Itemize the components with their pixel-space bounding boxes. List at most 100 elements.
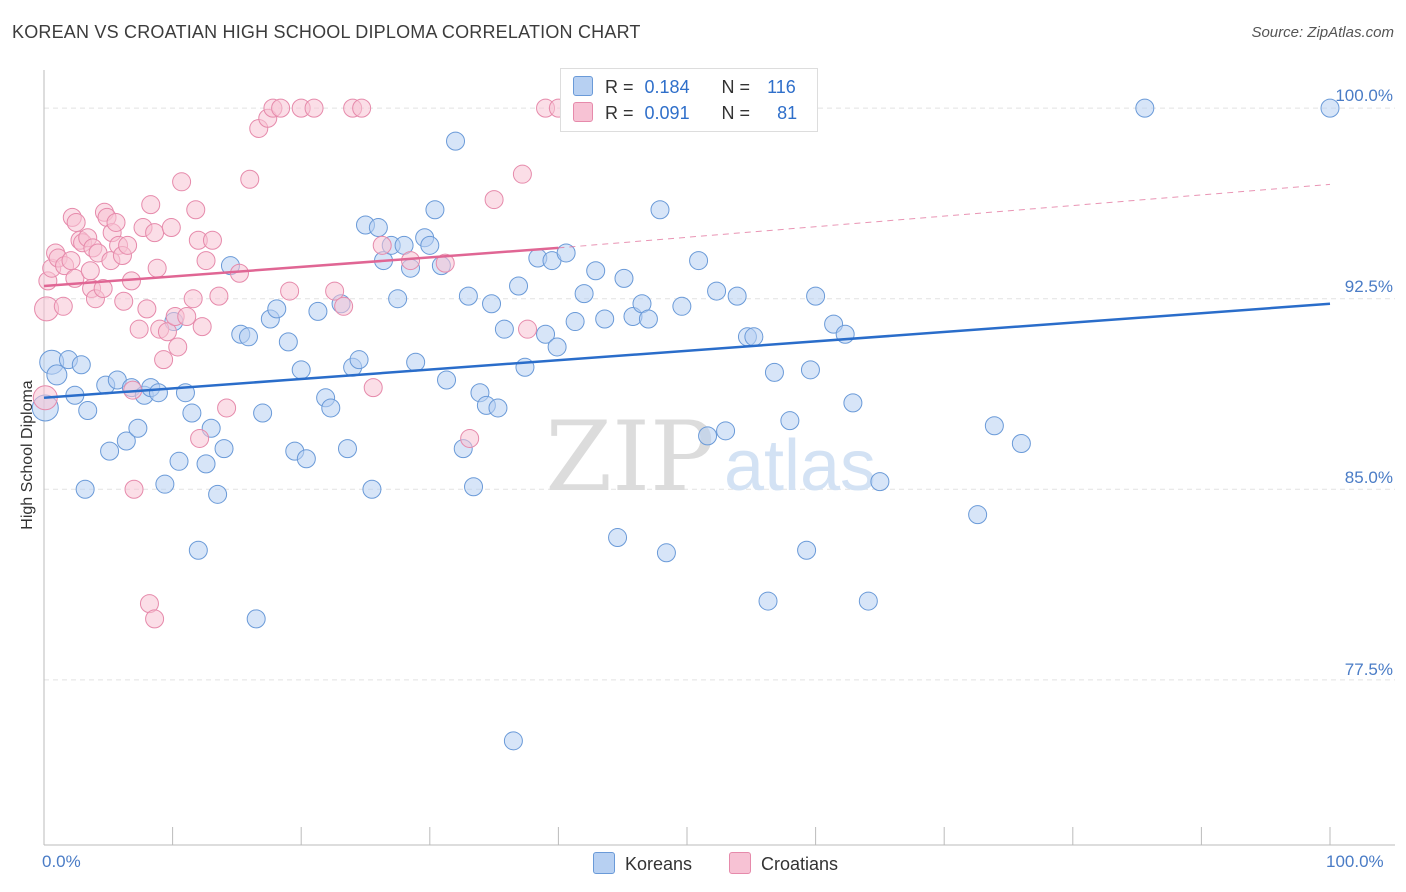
croatian-point-71: [460, 428, 480, 448]
croatian-point-15: [80, 261, 100, 281]
korean-trend-line: [43, 302, 1331, 400]
croatian-point-25: [106, 212, 126, 232]
y-axis-label: High School Diploma: [19, 380, 36, 530]
y-tick-label-100: 100.0%: [1335, 86, 1393, 105]
korean-point-58: [437, 370, 457, 390]
korean-point-37: [296, 449, 316, 469]
croatian-point-63: [325, 281, 345, 301]
croatian-point-52: [209, 286, 229, 306]
korean-point-26: [214, 439, 234, 459]
korean-point-107: [984, 416, 1004, 436]
korean-point-79: [595, 309, 615, 329]
croatian-point-34: [137, 299, 157, 319]
r-value-croatians: 0.091: [644, 103, 690, 123]
croatian-point-43: [168, 337, 188, 357]
korean-point-44: [349, 350, 369, 370]
korean-swatch: [573, 76, 593, 96]
legend-label-koreans: Koreans: [625, 854, 693, 874]
korean-point-23: [196, 454, 216, 474]
korean-point-104: [858, 591, 878, 611]
korean-point-96: [764, 362, 784, 382]
korean-point-84: [638, 309, 658, 329]
korean-point-2: [46, 364, 68, 386]
korean-point-100: [806, 286, 826, 306]
korean-point-56: [425, 200, 445, 220]
korean-point-11: [116, 431, 136, 451]
legend-item-koreans: Koreans: [593, 852, 692, 875]
korean-point-62: [464, 477, 484, 497]
korean-point-9: [100, 441, 120, 461]
korean-point-33: [267, 299, 287, 319]
croatian-legend-swatch: [729, 852, 751, 874]
y-tick-label-92-5: 92.5%: [1344, 277, 1393, 296]
croatian-point-53: [217, 398, 237, 418]
croatian-point-39: [154, 350, 174, 370]
croatian-point-51: [202, 230, 222, 250]
korean-point-6: [75, 479, 95, 499]
korean-point-22: [188, 540, 208, 560]
korean-point-65: [482, 294, 502, 314]
legend-item-croatians: Croatians: [729, 852, 838, 875]
croatian-point-49: [192, 317, 212, 337]
croatian-point-66: [352, 98, 372, 118]
korean-point-97: [780, 411, 800, 431]
r-value-koreans: 0.184: [644, 77, 690, 97]
korean-point-67: [494, 319, 514, 339]
croatian-point-64: [334, 296, 354, 316]
korean-point-16: [148, 383, 168, 403]
korean-point-103: [843, 393, 863, 413]
korean-point-87: [672, 296, 692, 316]
korean-point-108: [1011, 434, 1031, 454]
croatian-point-67: [363, 378, 383, 398]
croatian-point-59: [271, 98, 291, 118]
croatian-point-73: [512, 164, 532, 184]
korean-point-75: [556, 243, 576, 263]
n-label-koreans: N =: [721, 77, 751, 97]
korean-point-17: [155, 474, 175, 494]
croatian-point-68: [372, 235, 392, 255]
korean-point-86: [656, 543, 676, 563]
watermark-atlas: atlas: [724, 426, 876, 506]
watermark-zip: ZIP: [545, 401, 714, 513]
croatian-point-32: [129, 319, 149, 339]
legend-row-croatians: R = 0.091 N = 81: [573, 102, 797, 126]
korean-point-95: [758, 591, 778, 611]
croatian-point-8: [61, 251, 81, 271]
n-label-croatians: N =: [721, 103, 751, 123]
chart-source: Source: ZipAtlas.com: [1251, 24, 1394, 41]
korean-point-89: [698, 426, 718, 446]
korean-point-61: [458, 286, 478, 306]
croatian-trend-extension: [558, 183, 1331, 249]
korean-point-5: [71, 355, 91, 375]
chart-title: KOREAN VS CROATIAN HIGH SCHOOL DIPLOMA C…: [12, 22, 641, 42]
r-label-koreans: R =: [605, 77, 634, 97]
croatian-point-36: [145, 223, 165, 243]
croatian-point-62: [304, 98, 324, 118]
korean-point-81: [614, 268, 634, 288]
korean-point-25: [208, 484, 228, 504]
r-label-croatians: R =: [605, 103, 634, 123]
stats-legend: R = 0.184 N = 116 R = 0.091 N = 81: [560, 68, 818, 132]
croatian-point-28: [114, 291, 134, 311]
korean-point-13: [128, 418, 148, 438]
legend-label-croatians: Croatians: [761, 854, 839, 874]
x-tick-label-0: 0.0%: [42, 852, 81, 871]
croatian-point-20: [93, 279, 113, 299]
croatian-trend-line: [43, 246, 559, 288]
croatian-point-11: [66, 212, 86, 232]
croatian-point-40: [157, 322, 177, 342]
korean-point-29: [238, 327, 258, 347]
croatian-point-78: [145, 609, 165, 629]
croatian-point-37: [147, 258, 167, 278]
korean-point-77: [574, 284, 594, 304]
korean-point-74: [547, 337, 567, 357]
croatian-point-69: [401, 251, 421, 271]
korean-point-66: [488, 398, 508, 418]
croatian-point-44: [172, 172, 192, 192]
korean-point-76: [565, 312, 585, 332]
korean-point-110: [1320, 98, 1340, 118]
x-tick-label-100: 100.0%: [1326, 852, 1384, 871]
croatian-point-74: [518, 319, 538, 339]
croatian-point-79: [190, 428, 210, 448]
y-tick-label-85: 85.0%: [1344, 468, 1393, 487]
